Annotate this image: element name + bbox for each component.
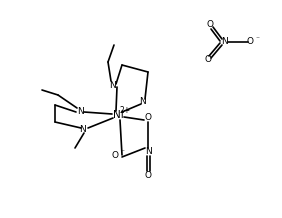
- Text: ⁻: ⁻: [120, 148, 124, 157]
- Text: N: N: [77, 107, 83, 116]
- Text: O: O: [144, 170, 151, 179]
- Text: O: O: [246, 37, 254, 46]
- Text: 2+: 2+: [120, 107, 131, 116]
- Text: O: O: [206, 20, 213, 29]
- Text: N: N: [221, 37, 227, 46]
- Text: Ni: Ni: [113, 110, 124, 120]
- Text: N: N: [80, 126, 86, 135]
- Text: O: O: [111, 150, 118, 160]
- Text: O: O: [204, 56, 212, 65]
- Text: N: N: [145, 148, 151, 157]
- Text: N: N: [140, 97, 146, 107]
- Text: N: N: [110, 80, 116, 90]
- Text: O: O: [144, 114, 151, 123]
- Text: ⁻: ⁻: [255, 34, 259, 44]
